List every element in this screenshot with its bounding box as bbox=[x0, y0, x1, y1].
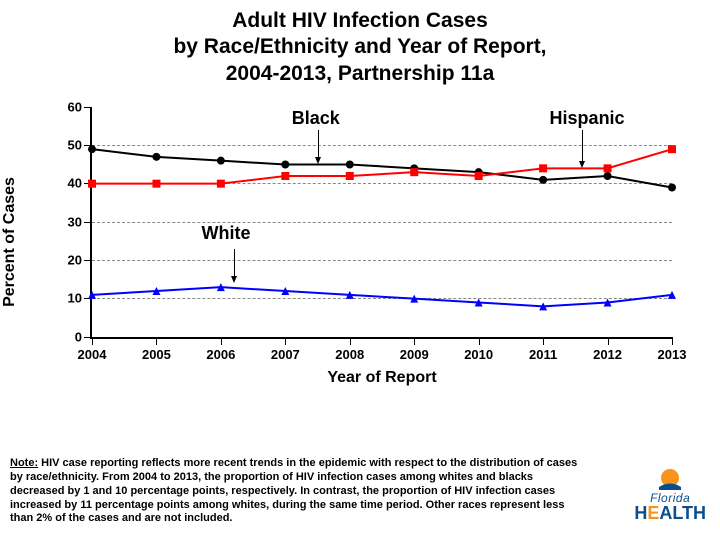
series-label-hispanic: Hispanic bbox=[550, 108, 625, 129]
marker-hispanic bbox=[539, 164, 547, 172]
y-tick bbox=[84, 337, 92, 338]
x-tick bbox=[156, 337, 157, 345]
logo-text-bottom: HEALTH bbox=[634, 504, 706, 522]
x-tick bbox=[672, 337, 673, 345]
y-tick-label: 60 bbox=[68, 99, 82, 114]
plot-area: Year of Report 0102030405060200420052006… bbox=[90, 107, 672, 339]
x-tick bbox=[543, 337, 544, 345]
series-svg bbox=[92, 107, 672, 337]
marker-black bbox=[668, 183, 676, 191]
marker-hispanic bbox=[346, 172, 354, 180]
marker-hispanic bbox=[88, 179, 96, 187]
x-tick bbox=[92, 337, 93, 345]
marker-hispanic bbox=[604, 164, 612, 172]
y-tick bbox=[84, 260, 92, 261]
chart-title: Adult HIV Infection Cases by Race/Ethnic… bbox=[0, 0, 720, 87]
x-tick-label: 2008 bbox=[335, 347, 364, 362]
x-axis-label: Year of Report bbox=[327, 369, 436, 387]
x-tick-label: 2010 bbox=[464, 347, 493, 362]
series-label-white: White bbox=[202, 223, 251, 244]
marker-black bbox=[88, 145, 96, 153]
y-tick-label: 30 bbox=[68, 214, 82, 229]
x-tick-label: 2005 bbox=[142, 347, 171, 362]
y-tick-label: 40 bbox=[68, 176, 82, 191]
x-tick-label: 2011 bbox=[529, 347, 557, 362]
x-tick bbox=[350, 337, 351, 345]
marker-black bbox=[539, 176, 547, 184]
x-tick bbox=[221, 337, 222, 345]
x-tick-label: 2009 bbox=[400, 347, 429, 362]
marker-hispanic bbox=[152, 179, 160, 187]
label-arrow-black bbox=[318, 130, 319, 161]
x-tick-label: 2013 bbox=[658, 347, 687, 362]
x-tick-label: 2006 bbox=[206, 347, 235, 362]
marker-hispanic bbox=[410, 168, 418, 176]
label-arrow-hispanic bbox=[582, 130, 583, 165]
label-arrow-white bbox=[234, 249, 235, 280]
marker-black bbox=[152, 153, 160, 161]
marker-black bbox=[604, 172, 612, 180]
y-tick-label: 20 bbox=[68, 253, 82, 268]
x-tick bbox=[479, 337, 480, 345]
x-tick bbox=[608, 337, 609, 345]
title-line-1: Adult HIV Infection Cases bbox=[232, 9, 488, 32]
marker-black bbox=[217, 156, 225, 164]
marker-hispanic bbox=[281, 172, 289, 180]
title-line-3: 2004-2013, Partnership 11a bbox=[226, 62, 495, 85]
title-line-2: by Race/Ethnicity and Year of Report, bbox=[173, 35, 546, 58]
marker-black bbox=[346, 160, 354, 168]
x-tick-label: 2004 bbox=[78, 347, 107, 362]
footnote-body: HIV case reporting reflects more recent … bbox=[10, 457, 577, 524]
x-tick-label: 2012 bbox=[593, 347, 622, 362]
y-tick bbox=[84, 107, 92, 108]
x-tick-label: 2007 bbox=[271, 347, 300, 362]
logo-icon bbox=[653, 468, 687, 490]
x-tick bbox=[414, 337, 415, 345]
y-tick-label: 0 bbox=[75, 329, 82, 344]
series-line-white bbox=[92, 287, 672, 306]
chart-container: Percent of Cases Year of Report 01020304… bbox=[50, 97, 690, 387]
y-axis-label: Percent of Cases bbox=[1, 177, 19, 307]
florida-health-logo: Florida HEALTH bbox=[634, 468, 706, 522]
y-tick bbox=[84, 222, 92, 223]
footnote: Note: HIV case reporting reflects more r… bbox=[10, 457, 590, 526]
y-tick-label: 10 bbox=[68, 291, 82, 306]
marker-hispanic bbox=[217, 179, 225, 187]
x-tick bbox=[285, 337, 286, 345]
marker-hispanic bbox=[668, 145, 676, 153]
marker-black bbox=[281, 160, 289, 168]
series-label-black: Black bbox=[292, 108, 340, 129]
footnote-lead: Note: bbox=[10, 457, 38, 469]
marker-hispanic bbox=[475, 172, 483, 180]
y-tick-label: 50 bbox=[68, 138, 82, 153]
